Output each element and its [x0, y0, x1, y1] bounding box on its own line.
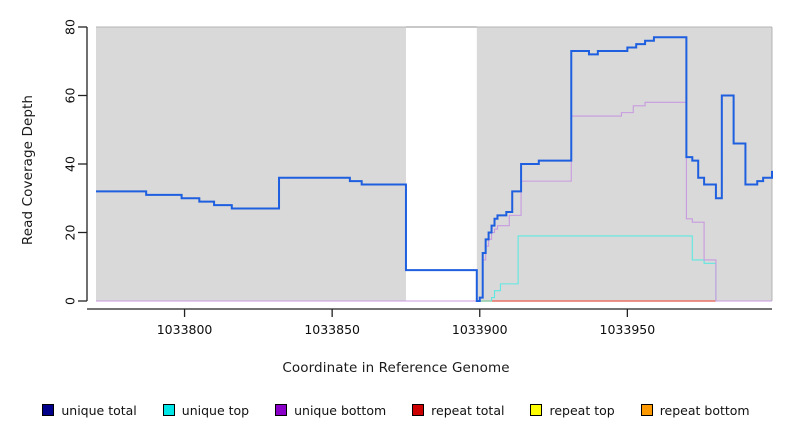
y-tick-label: 0: [63, 297, 78, 305]
no-data-gap: [405, 27, 477, 301]
legend-item-repeat-bottom: repeat bottom: [640, 402, 750, 418]
chart-legend: unique total unique top unique bottom repea…: [0, 398, 792, 422]
legend-label: repeat bottom: [659, 402, 750, 418]
legend-label: unique bottom: [294, 402, 387, 418]
series-unique-total: [96, 36, 773, 302]
legend-label: repeat total: [431, 402, 505, 418]
y-tick-label: 60: [63, 88, 78, 104]
legend-item-unique-total: unique total: [42, 402, 137, 418]
x-tick-label: 1033900: [452, 322, 508, 337]
legend-swatch-icon: [530, 404, 543, 416]
series-unique-top: [96, 235, 772, 302]
legend-label: repeat top: [549, 402, 615, 418]
legend-label: unique total: [61, 402, 137, 418]
x-tick-label: 1033800: [157, 322, 213, 337]
x-tick-label: 1033850: [304, 322, 360, 337]
legend-swatch-icon: [640, 404, 653, 416]
legend-swatch-icon: [42, 404, 55, 416]
coverage-plot: 0 20 40 60 80 1033800 1033850 1033900 1033950: [63, 19, 773, 337]
y-tick-label: 40: [63, 156, 78, 172]
y-tick-label: 20: [63, 225, 78, 241]
legend-item-repeat-top: repeat top: [530, 402, 615, 418]
x-tick-label: 1033950: [600, 322, 656, 337]
legend-item-repeat-total: repeat total: [412, 403, 504, 418]
legend-swatch-icon: [412, 404, 425, 416]
legend-swatch-icon: [162, 404, 175, 416]
legend-item-unique-bottom: unique bottom: [275, 403, 386, 418]
y-tick-label: 80: [63, 19, 78, 35]
x-axis-title: Coordinate in Reference Genome: [282, 360, 510, 376]
legend-label: unique top: [181, 402, 250, 418]
legend-item-unique-top: unique top: [162, 402, 250, 418]
legend-swatch-icon: [275, 404, 288, 416]
